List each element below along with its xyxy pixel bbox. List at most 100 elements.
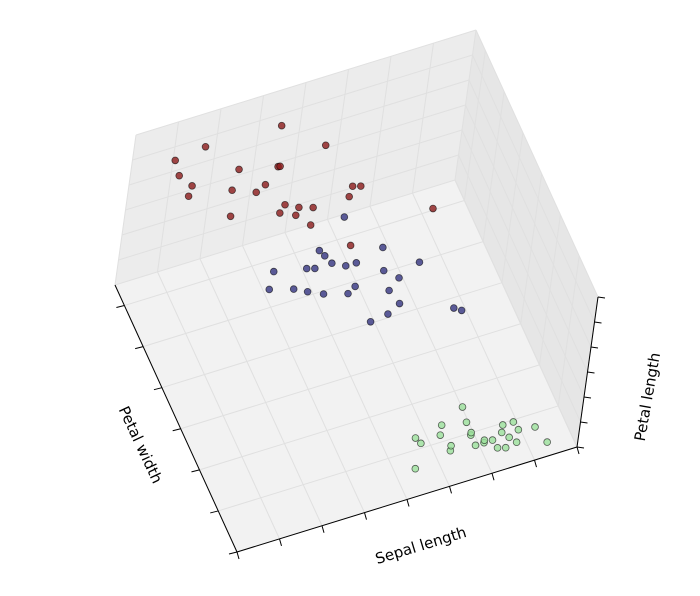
- grid-line: [132, 54, 473, 161]
- y-axis-line: [114, 284, 238, 553]
- z-tick: [587, 371, 595, 374]
- point: [493, 444, 502, 452]
- grid-line: [412, 192, 535, 461]
- point: [509, 418, 518, 426]
- grid-line: [125, 104, 466, 211]
- z-tick: [590, 346, 599, 349]
- grid-line: [157, 271, 280, 540]
- point: [415, 258, 424, 267]
- grid-line: [180, 323, 521, 430]
- points: [171, 121, 551, 473]
- grid-line: [124, 200, 465, 307]
- grid-line: [128, 79, 470, 186]
- grid-line: [461, 129, 585, 398]
- point: [226, 212, 235, 221]
- y-tick: [153, 387, 163, 391]
- point: [450, 304, 458, 312]
- point: [437, 421, 446, 429]
- point: [235, 165, 243, 174]
- y-tick: [135, 346, 144, 350]
- point: [341, 262, 350, 270]
- point: [351, 282, 359, 291]
- grid-line: [121, 129, 463, 236]
- point: [379, 243, 387, 252]
- point: [429, 204, 437, 213]
- point: [319, 290, 328, 298]
- point: [252, 188, 261, 197]
- z-tick: [597, 296, 606, 299]
- point: [171, 156, 180, 165]
- point: [291, 211, 300, 220]
- z-tick: [594, 321, 602, 324]
- point: [175, 171, 184, 180]
- point: [447, 441, 455, 450]
- point: [269, 267, 278, 276]
- grid-line: [468, 79, 592, 348]
- grid-line: [454, 179, 578, 448]
- point: [501, 443, 510, 452]
- z-axis-line: [576, 296, 599, 448]
- point: [395, 274, 403, 282]
- point: [315, 246, 324, 255]
- point: [328, 259, 336, 268]
- y-tick: [116, 305, 125, 309]
- x-axis-label: Sepal length: [373, 523, 468, 568]
- ticks: [114, 284, 606, 560]
- z-tick: [583, 396, 592, 399]
- point: [395, 299, 404, 308]
- y-tick: [228, 551, 238, 555]
- point: [436, 431, 445, 439]
- point: [188, 182, 196, 190]
- point: [512, 438, 521, 447]
- grid-line: [369, 206, 493, 474]
- point: [321, 141, 330, 150]
- y-tick: [172, 428, 181, 432]
- point: [467, 428, 475, 437]
- point: [277, 121, 286, 130]
- x-axis-line: [236, 446, 578, 553]
- grid-line: [161, 282, 503, 389]
- point: [514, 425, 523, 434]
- point: [340, 213, 349, 221]
- x-tick: [491, 473, 495, 481]
- grid-line: [242, 245, 365, 513]
- z-axis-label: Petal length: [631, 351, 664, 442]
- point: [320, 252, 329, 260]
- y-tick: [191, 469, 200, 473]
- point: [346, 241, 355, 250]
- point: [457, 306, 466, 315]
- x-tick: [534, 459, 537, 468]
- grid-line: [458, 154, 581, 423]
- x-tick: [236, 551, 240, 560]
- point: [309, 203, 317, 212]
- grid-line: [199, 258, 323, 526]
- point: [201, 142, 210, 151]
- z-tick: [580, 421, 588, 424]
- point: [357, 182, 365, 190]
- grid-line: [465, 104, 588, 373]
- point: [352, 259, 361, 267]
- point: [345, 192, 353, 201]
- x-tick: [279, 538, 282, 547]
- point: [488, 436, 497, 444]
- grid-line: [118, 154, 459, 261]
- point: [417, 439, 425, 448]
- point: [344, 289, 352, 298]
- point: [385, 286, 393, 295]
- point: [411, 464, 420, 473]
- grid-line: [475, 29, 599, 298]
- point: [498, 421, 507, 429]
- grid-line: [199, 364, 540, 471]
- point: [289, 285, 298, 293]
- point: [366, 318, 375, 326]
- point: [384, 310, 392, 318]
- z-tick: [576, 446, 585, 449]
- x-tick: [364, 512, 367, 520]
- point: [348, 182, 357, 191]
- point: [411, 434, 420, 442]
- x-tick: [576, 446, 580, 455]
- point: [505, 433, 513, 442]
- x-tick: [449, 486, 452, 494]
